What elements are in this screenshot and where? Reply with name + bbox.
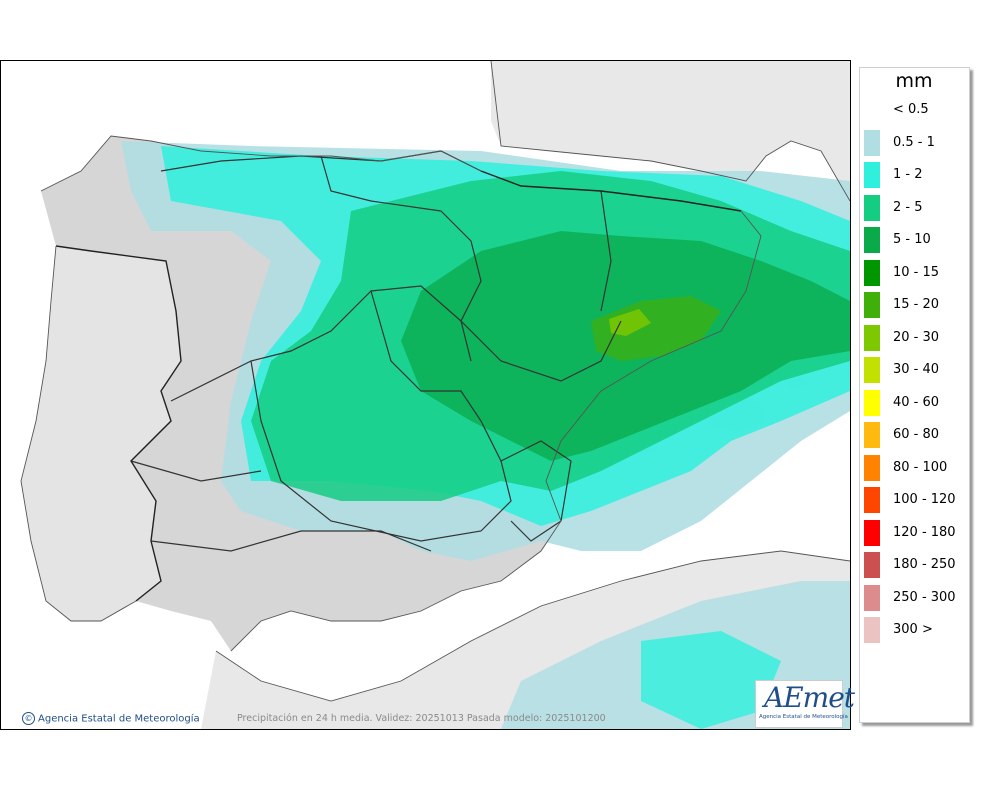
legend-item: 100 - 120	[864, 487, 968, 513]
legend-label: 60 - 80	[893, 427, 940, 442]
legend-label: < 0.5	[893, 102, 929, 117]
legend-swatch	[864, 487, 880, 513]
legend-label: 15 - 20	[893, 297, 940, 312]
country-borders	[55, 170, 742, 602]
legend-item: 250 - 300	[864, 584, 968, 611]
legend-item: 20 - 30	[864, 324, 968, 351]
legend: mm < 0.5 0.5 - 1 1 - 2 2 - 5 5 - 10 10 - 15 15…	[859, 67, 970, 723]
agency-credit-text: Agencia Estatal de Meteorología	[38, 713, 200, 725]
legend-swatch	[864, 584, 880, 611]
legend-item: 180 - 250	[864, 552, 968, 578]
france-land	[491, 61, 850, 201]
legend-item: 120 - 180	[864, 519, 968, 546]
legend-label: 30 - 40	[893, 362, 940, 377]
legend-swatch	[864, 227, 880, 253]
legend-label: 250 - 300	[893, 589, 956, 605]
legend-swatch	[864, 292, 880, 318]
legend-label: 100 - 120	[893, 492, 956, 507]
legend-item: 80 - 100	[864, 454, 968, 481]
precip-1-2-south	[641, 631, 781, 729]
legend-label: 20 - 30	[893, 329, 940, 345]
legend-label: 300 >	[893, 622, 933, 637]
legend-swatch	[864, 519, 880, 546]
legend-item: 2 - 5	[864, 194, 968, 221]
aemet-logo-subtitle: Agencia Estatal de Meteorología	[759, 714, 848, 720]
legend-item: 10 - 15	[864, 259, 968, 286]
legend-swatch	[864, 259, 880, 286]
precip-20-30	[609, 309, 651, 336]
legend-label: 120 - 180	[893, 524, 956, 540]
legend-swatch	[864, 324, 880, 351]
legend-swatch	[864, 552, 880, 578]
legend-label: 0.5 - 1	[893, 134, 935, 150]
legend-label: 180 - 250	[893, 557, 956, 572]
portugal-land	[21, 246, 181, 621]
legend-label: 10 - 15	[893, 264, 940, 280]
legend-swatch	[864, 617, 880, 643]
legend-label: 40 - 60	[893, 394, 940, 410]
legend-item: 40 - 60	[864, 389, 968, 416]
legend-swatch	[864, 454, 880, 481]
legend-item: 15 - 20	[864, 292, 968, 318]
legend-swatch	[864, 129, 880, 156]
legend-label: 5 - 10	[893, 232, 931, 247]
legend-item: < 0.5	[864, 97, 968, 123]
legend-item: 0.5 - 1	[864, 129, 968, 156]
legend-swatch	[864, 194, 880, 221]
legend-label: 1 - 2	[893, 167, 923, 182]
legend-swatch	[864, 357, 880, 383]
legend-swatch	[864, 389, 880, 416]
legend-swatch	[864, 97, 880, 123]
legend-label: 80 - 100	[893, 459, 948, 475]
precipitation-map	[0, 60, 851, 730]
legend-swatch	[864, 422, 880, 448]
legend-item: 1 - 2	[864, 162, 968, 188]
legend-item: 30 - 40	[864, 357, 968, 383]
map-caption: Precipitación en 24 h media. Validez: 20…	[237, 713, 606, 724]
aemet-logo: AEmet Agencia Estatal de Meteorología	[755, 680, 855, 728]
legend-unit-title: mm	[895, 70, 933, 92]
copyright-icon: ©	[22, 712, 35, 725]
legend-label: 2 - 5	[893, 199, 923, 215]
coastlines	[20, 61, 850, 702]
legend-item: 300 >	[864, 617, 968, 643]
legend-item: 5 - 10	[864, 227, 968, 253]
map-canvas	[20, 61, 850, 729]
agency-credit: © Agencia Estatal de Meteorología	[22, 712, 200, 725]
aemet-logo-text: AEmet	[764, 681, 855, 714]
legend-item: 60 - 80	[864, 422, 968, 448]
legend-swatch	[864, 162, 880, 188]
